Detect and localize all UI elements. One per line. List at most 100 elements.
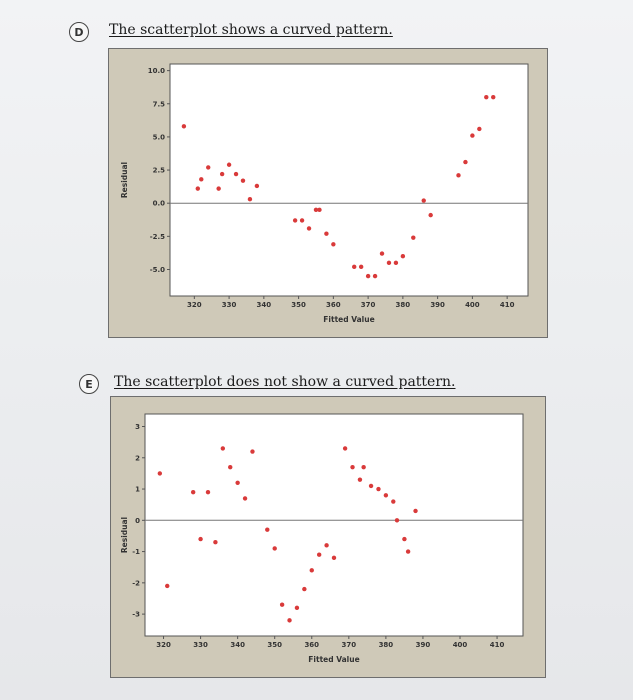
chart-d-point xyxy=(470,133,475,138)
chart-d-point xyxy=(411,235,416,240)
chart-e-xtick-label: 360 xyxy=(304,641,319,649)
chart-e-point xyxy=(350,464,355,470)
chart-e-point xyxy=(368,483,374,489)
chart-d-ytick-label: 0.0 xyxy=(153,200,166,208)
chart-e-point xyxy=(250,449,255,454)
chart-d-xtick-label: 330 xyxy=(222,301,237,309)
chart-d-point xyxy=(358,264,364,270)
chart-e-point xyxy=(279,602,285,607)
chart-d-xtick-label: 380 xyxy=(396,301,411,309)
chart-d-point xyxy=(477,126,482,132)
chart-e-point xyxy=(213,539,218,545)
chart-d-point xyxy=(199,177,204,182)
chart-d-point xyxy=(299,218,305,223)
chart-d-xtick-label: 370 xyxy=(361,301,376,309)
chart-e-point xyxy=(331,555,337,561)
chart-d-ytick-label: 7.5 xyxy=(153,100,166,108)
option-d-text[interactable]: The scatterplot shows a curved pattern. xyxy=(109,22,393,38)
chart-d-point xyxy=(421,198,426,203)
chart-e-xtick-label: 340 xyxy=(230,641,245,649)
chart-e-plot-area xyxy=(144,413,524,637)
chart-d-point xyxy=(254,183,260,189)
chart-e-point xyxy=(383,493,389,498)
chart-d-xtick-label: 400 xyxy=(465,301,480,309)
chart-d-point xyxy=(317,207,322,213)
chart-e-point xyxy=(357,477,363,482)
chart-e-xtick-label: 410 xyxy=(490,641,505,649)
chart-d-point xyxy=(393,260,399,266)
chart-e-ytick-label: -1 xyxy=(132,548,140,556)
chart-d-point xyxy=(247,197,253,202)
chart-e-point xyxy=(235,480,240,485)
chart-e-point xyxy=(361,464,366,470)
chart-d-ytick-label: 2.5 xyxy=(153,167,166,175)
chart-d-xtick-label: 340 xyxy=(257,301,272,309)
chart-e-point xyxy=(413,508,418,514)
chart-d-point xyxy=(233,171,239,177)
chart-d-point xyxy=(491,94,496,100)
chart-e-point xyxy=(376,486,381,492)
chart-d-xtick-label: 350 xyxy=(291,301,306,309)
chart-d-point xyxy=(386,260,392,266)
chart-d-point xyxy=(372,273,378,279)
chart-d-xtick-label: 360 xyxy=(326,301,341,309)
chart-e-ytick-label: -2 xyxy=(132,579,140,587)
chart-d-ytick-label: -5.0 xyxy=(150,266,165,274)
chart-d-xtick-label: 320 xyxy=(187,301,202,309)
chart-e-xtick-label: 400 xyxy=(453,641,468,649)
chart-d-point xyxy=(456,173,461,178)
chart-e-point xyxy=(405,549,411,554)
chart-e-point xyxy=(165,583,170,589)
option-e-text[interactable]: The scatterplot does not show a curved p… xyxy=(114,374,456,390)
chart-d-point xyxy=(463,159,468,165)
chart-e-ytick-label: -3 xyxy=(132,611,140,619)
chart-e-ytick-label: 1 xyxy=(135,486,140,494)
chart-e-ytick-label: 3 xyxy=(135,423,140,431)
chart-e-ytick-label: 2 xyxy=(135,454,140,462)
chart-d-point xyxy=(240,178,246,183)
chart-d-point xyxy=(428,212,433,218)
chart-d-point xyxy=(181,124,187,129)
chart-e-point xyxy=(287,618,292,623)
chart-e-point xyxy=(309,568,314,573)
chart-e-point xyxy=(205,489,211,495)
chart-e-point xyxy=(394,518,400,523)
chart-d-point xyxy=(219,171,225,177)
option-d-marker[interactable]: D xyxy=(69,22,89,42)
chart-e-point xyxy=(190,489,196,495)
chart-e-xtick-label: 390 xyxy=(416,641,431,649)
chart-d-xtick-label: 410 xyxy=(500,301,515,309)
chart-d-xlabel: Fitted Value xyxy=(323,315,374,324)
chart-e-ytick-label: 0 xyxy=(135,517,140,525)
chart-d-point xyxy=(216,186,221,191)
chart-d-point xyxy=(226,162,232,167)
chart-d-point xyxy=(352,264,357,270)
chart-e-xtick-label: 350 xyxy=(267,641,282,649)
chart-e-point xyxy=(402,536,407,542)
chart-d-point xyxy=(313,207,319,213)
chart-e-point xyxy=(272,546,277,551)
chart-e-point xyxy=(220,446,226,451)
chart-e-xtick-label: 370 xyxy=(342,641,357,649)
chart-e-xlabel: Fitted Value xyxy=(308,655,359,664)
chart-d-point xyxy=(292,218,298,223)
chart-d-ytick-label: -2.5 xyxy=(150,233,165,241)
chart-e-point xyxy=(391,499,396,504)
chart-d-ytick-label: 5.0 xyxy=(153,133,166,141)
chart-d-point xyxy=(331,242,336,247)
chart-d-xtick-label: 390 xyxy=(430,301,445,309)
chart-d-ylabel: Residual xyxy=(120,162,129,198)
chart-e-xtick-label: 320 xyxy=(156,641,171,649)
chart-d-point xyxy=(484,94,489,100)
chart-e-point xyxy=(157,471,163,476)
chart-e-xtick-label: 330 xyxy=(193,641,208,649)
chart-e-point xyxy=(316,552,322,557)
chart-e-point xyxy=(302,586,307,592)
chart-d-point xyxy=(324,231,329,236)
chart-d-point xyxy=(306,226,312,231)
chart-d-point xyxy=(365,273,371,279)
option-e-marker[interactable]: E xyxy=(79,374,99,394)
chart-e-point xyxy=(242,496,248,501)
